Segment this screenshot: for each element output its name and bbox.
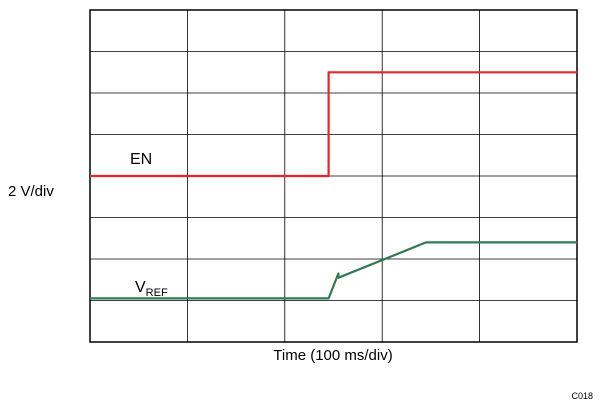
traces <box>90 71 577 300</box>
plot-grid <box>90 10 577 342</box>
x-axis-label: Time (100 ms/div) <box>273 347 392 364</box>
vref-trace <box>90 241 577 300</box>
y-axis-label: 2 V/div <box>8 183 54 200</box>
figure-id: C018 <box>571 391 593 401</box>
en-trace-label: EN <box>130 151 152 168</box>
en-trace <box>90 71 577 178</box>
vref-label-main: V <box>135 279 146 296</box>
vref-trace-label: VREF <box>135 279 168 299</box>
vref-label-subscript: REF <box>146 287 168 299</box>
